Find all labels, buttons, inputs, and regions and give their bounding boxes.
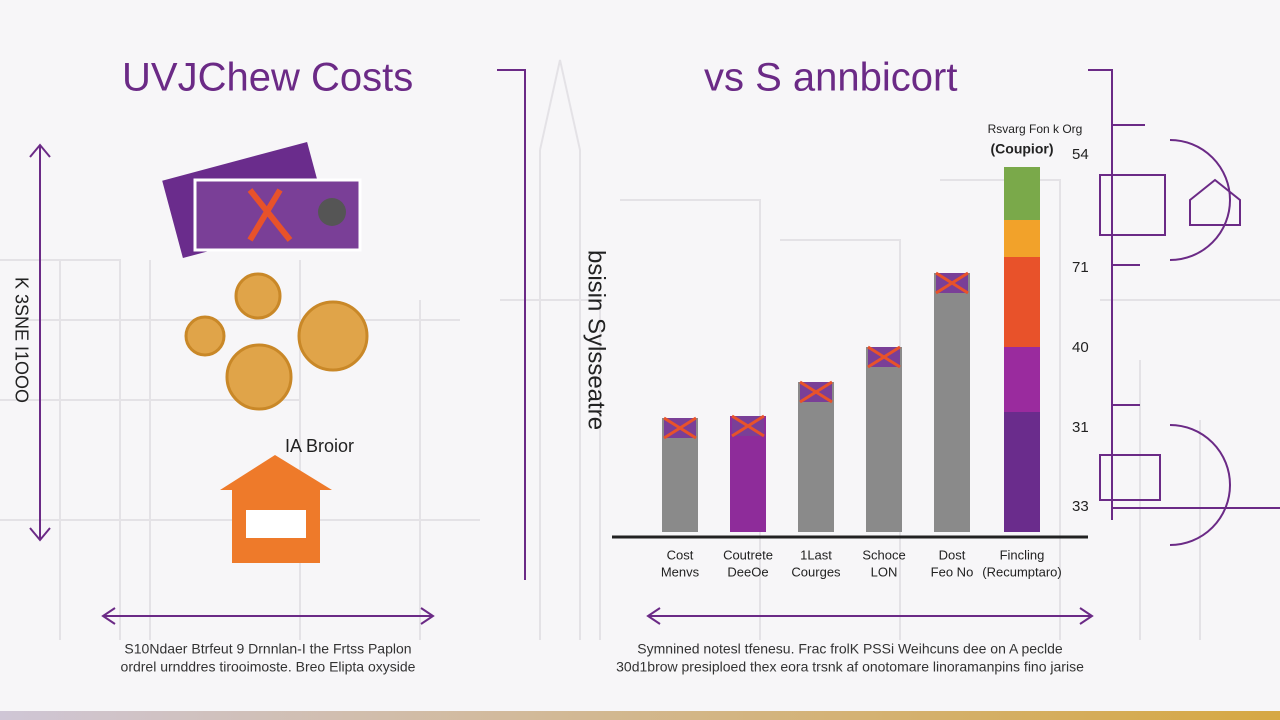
footer-text: 30d1brow presiploed thex eora trsnk af o… [616,659,1084,675]
stack-segment [1004,412,1040,532]
x-tick-label: Feo No [931,564,974,579]
bottom-stripe [0,711,1280,720]
left-title: UVJChew Costs [122,56,413,100]
x-tick-label: Menvs [661,564,700,579]
side-number: 54 [1072,146,1089,163]
x-tick-label: LON [871,564,898,579]
x-tick-label: Courges [791,564,841,579]
x-tick-label: Schoce [862,547,905,562]
y-axis-label: bsisin Sylsseatre [583,250,610,430]
footer-text: ordrel urnddres tirooimoste. Breo Elipta… [121,659,416,675]
footer-text: S10Ndaer Btrfeut 9 Drnnlan-I the Frtss P… [124,641,411,657]
bar-flag-cross [663,416,697,440]
stack-segment [1004,220,1040,257]
side-number: 33 [1072,498,1089,515]
side-number: 71 [1072,259,1089,276]
side-number: 31 [1072,419,1089,436]
bar [866,347,902,532]
bar-flag-cross [867,345,901,369]
x-tick-label: Coutrete [723,547,773,562]
x-tick-label: 1Last [800,547,832,562]
side-text: K 3SNE I1OOO [11,277,31,403]
x-tick-label: Cost [667,547,694,562]
side-number: 40 [1072,339,1089,356]
key-subtitle: (Coupior) [991,141,1054,157]
right-title: vs S annbicort [704,56,957,100]
bar-flag-cross [799,380,833,404]
x-tick-label: Fincling [1000,547,1045,562]
key-title: Rsvarg Fon k Org [988,122,1083,136]
decor-lines [29,69,1280,625]
house-label: IA Broior [285,436,354,456]
coins [184,272,369,411]
x-tick-label: DeeOe [727,564,768,579]
house [220,455,332,563]
stack-segment [1004,167,1040,220]
bar-flag-cross [731,414,765,438]
tickets [162,141,362,259]
x-tick-label: Dost [939,547,966,562]
bar [934,273,970,532]
stack-segment [1004,347,1040,412]
stack-segment [1004,257,1040,347]
bar [798,382,834,532]
footer-text: Symnined notesl tfenesu. Frac frolK PSSi… [637,641,1063,657]
bar-flag-cross [935,271,969,295]
x-tick-label: (Recumptaro) [982,564,1061,579]
